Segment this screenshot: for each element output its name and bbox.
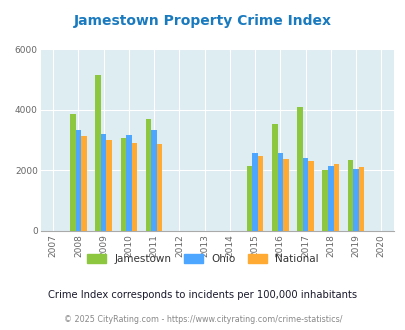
Bar bbox=[347, 160, 352, 231]
Bar bbox=[302, 158, 307, 231]
Bar bbox=[307, 160, 313, 231]
Bar bbox=[327, 166, 333, 231]
Text: Jamestown Property Crime Index: Jamestown Property Crime Index bbox=[74, 15, 331, 28]
Legend: Jamestown, Ohio, National: Jamestown, Ohio, National bbox=[87, 253, 318, 264]
Bar bbox=[95, 75, 101, 231]
Text: Crime Index corresponds to incidents per 100,000 inhabitants: Crime Index corresponds to incidents per… bbox=[48, 290, 357, 300]
Bar bbox=[352, 169, 358, 231]
Bar bbox=[81, 136, 87, 231]
Bar bbox=[252, 153, 257, 231]
Bar bbox=[101, 134, 106, 231]
Bar bbox=[75, 130, 81, 231]
Bar bbox=[151, 130, 156, 231]
Bar bbox=[120, 138, 126, 231]
Bar bbox=[282, 159, 288, 231]
Bar bbox=[131, 143, 137, 231]
Bar bbox=[271, 124, 277, 231]
Bar bbox=[333, 164, 338, 231]
Bar bbox=[358, 167, 363, 231]
Bar bbox=[145, 119, 151, 231]
Bar bbox=[277, 153, 282, 231]
Bar bbox=[156, 144, 162, 231]
Bar bbox=[106, 140, 112, 231]
Bar bbox=[257, 156, 263, 231]
Bar bbox=[70, 114, 75, 231]
Bar bbox=[296, 107, 302, 231]
Text: © 2025 CityRating.com - https://www.cityrating.com/crime-statistics/: © 2025 CityRating.com - https://www.city… bbox=[64, 314, 341, 324]
Bar bbox=[126, 135, 131, 231]
Bar bbox=[246, 166, 252, 231]
Bar bbox=[322, 170, 327, 231]
